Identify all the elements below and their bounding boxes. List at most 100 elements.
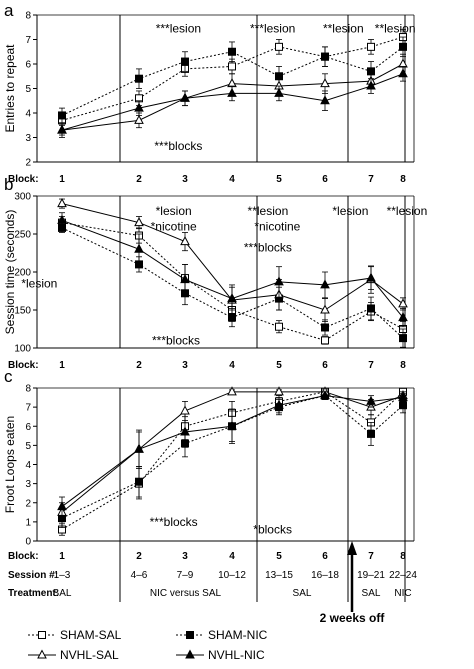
data-point: [228, 62, 236, 71]
data-point: [399, 42, 407, 51]
block-number: 3: [182, 360, 188, 371]
series-line: [61, 46, 404, 116]
series-line: [61, 395, 404, 507]
block-number: 1: [59, 360, 65, 371]
data-point: [274, 386, 284, 396]
y-tick-label: 4: [25, 109, 31, 120]
data-point: [367, 429, 375, 438]
data-point: [398, 58, 408, 68]
block-number: 3: [182, 551, 188, 562]
legend: SHAM-SAL SHAM-NIC NVHL-SAL NVHL-NIC: [28, 628, 268, 662]
block-number: 2: [136, 174, 142, 185]
y-tick-label: 300: [14, 192, 31, 203]
weeks-off-arrow-head: [347, 541, 357, 555]
data-point: [399, 334, 407, 343]
data-point: [274, 399, 284, 409]
y-axis-title: Session time (seconds): [3, 210, 17, 335]
treatment-value: NIC versus SAL: [150, 588, 222, 599]
annotation: ***lesion: [250, 21, 295, 35]
data-point: [275, 322, 283, 331]
block-number: 7: [368, 174, 374, 185]
data-point: [366, 395, 376, 405]
chart-panels: 2 3 4 5 6 7 8 Entries to repeat Block: 1 2 3 4 5 6 7 8 **…: [3, 11, 427, 626]
data-point: [227, 420, 237, 430]
block-number: 1: [59, 174, 65, 185]
session-value: 1–3: [54, 570, 71, 581]
session-value: 13–15: [265, 570, 293, 581]
series-nvhl-nic: [57, 66, 408, 138]
block-number: 6: [322, 174, 328, 185]
series-line: [61, 63, 404, 131]
data-point: [181, 57, 189, 66]
series-line: [61, 391, 404, 513]
block-number: 5: [276, 551, 282, 562]
y-tick-label: 150: [14, 306, 31, 317]
legend-item-sham-sal: SHAM-SAL: [28, 628, 122, 642]
y-tick-label: 7: [25, 35, 31, 46]
block-number: 7: [368, 360, 374, 371]
data-point: [134, 243, 144, 253]
data-point: [321, 323, 329, 332]
data-point: [180, 426, 190, 436]
data-point: [367, 42, 375, 51]
data-point: [398, 312, 408, 322]
block-number: 5: [276, 360, 282, 371]
block-number: 4: [229, 174, 235, 185]
session-value: 10–12: [218, 570, 246, 581]
block-number: 6: [322, 360, 328, 371]
data-point: [227, 293, 237, 303]
session-value: 22–24: [389, 570, 417, 581]
legend-marker: [185, 649, 195, 659]
y-axis-title: Entries to repeat: [3, 44, 17, 133]
annotation: *lesion: [156, 204, 192, 218]
annotation: **lesion: [387, 204, 428, 218]
data-point: [180, 236, 190, 246]
series-line: [61, 219, 404, 318]
panel-letter-a: a: [4, 1, 14, 20]
series-sham-sal: [58, 29, 407, 126]
annotation: **lesion: [248, 204, 289, 218]
data-point: [320, 95, 330, 105]
y-tick-label: 2: [25, 498, 31, 509]
y-tick-label: 100: [14, 344, 31, 355]
series-line: [61, 395, 404, 519]
y-tick-label: 4: [25, 460, 31, 471]
annotation: ***blocks: [152, 333, 200, 347]
y-tick-label: 2: [25, 158, 31, 169]
annotation: *blocks: [253, 523, 292, 537]
block-number: 8: [400, 174, 406, 185]
data-point: [57, 124, 67, 134]
data-point: [274, 87, 284, 97]
data-point: [398, 392, 408, 402]
y-tick-label: 8: [25, 384, 31, 395]
treatment-value: SAL: [293, 588, 312, 599]
legend-item-nvhl-sal: NVHL-SAL: [28, 648, 119, 662]
data-point: [134, 443, 144, 453]
data-point: [399, 401, 407, 410]
y-axis-title: Froot Loops eaten: [3, 416, 17, 513]
legend-marker: [38, 631, 46, 639]
panel-a: 2 3 4 5 6 7 8 Entries to repeat Block: 1 2 3 4 5 6 7 8 **…: [3, 11, 416, 186]
legend-marker: [37, 649, 47, 659]
data-point: [180, 92, 190, 102]
annotation: **lesion: [375, 21, 416, 35]
data-point: [227, 78, 237, 88]
data-point: [180, 274, 190, 284]
data-point: [134, 102, 144, 112]
series-sham-nic: [58, 36, 407, 124]
y-tick-label: 6: [25, 60, 31, 71]
block-number: 2: [136, 551, 142, 562]
data-point: [320, 304, 330, 314]
block-number: 7: [368, 551, 374, 562]
annotation: ***blocks: [150, 515, 198, 529]
data-point: [321, 52, 329, 61]
data-point: [320, 279, 330, 289]
data-point: [320, 78, 330, 88]
annotation: ***blocks: [154, 139, 202, 153]
series-sham-sal: [58, 387, 407, 536]
treatment-row-label: Treatment:: [8, 588, 59, 599]
block-number: 8: [400, 551, 406, 562]
data-point: [227, 386, 237, 396]
panel-letter-b: b: [4, 175, 13, 194]
data-point: [320, 390, 330, 400]
